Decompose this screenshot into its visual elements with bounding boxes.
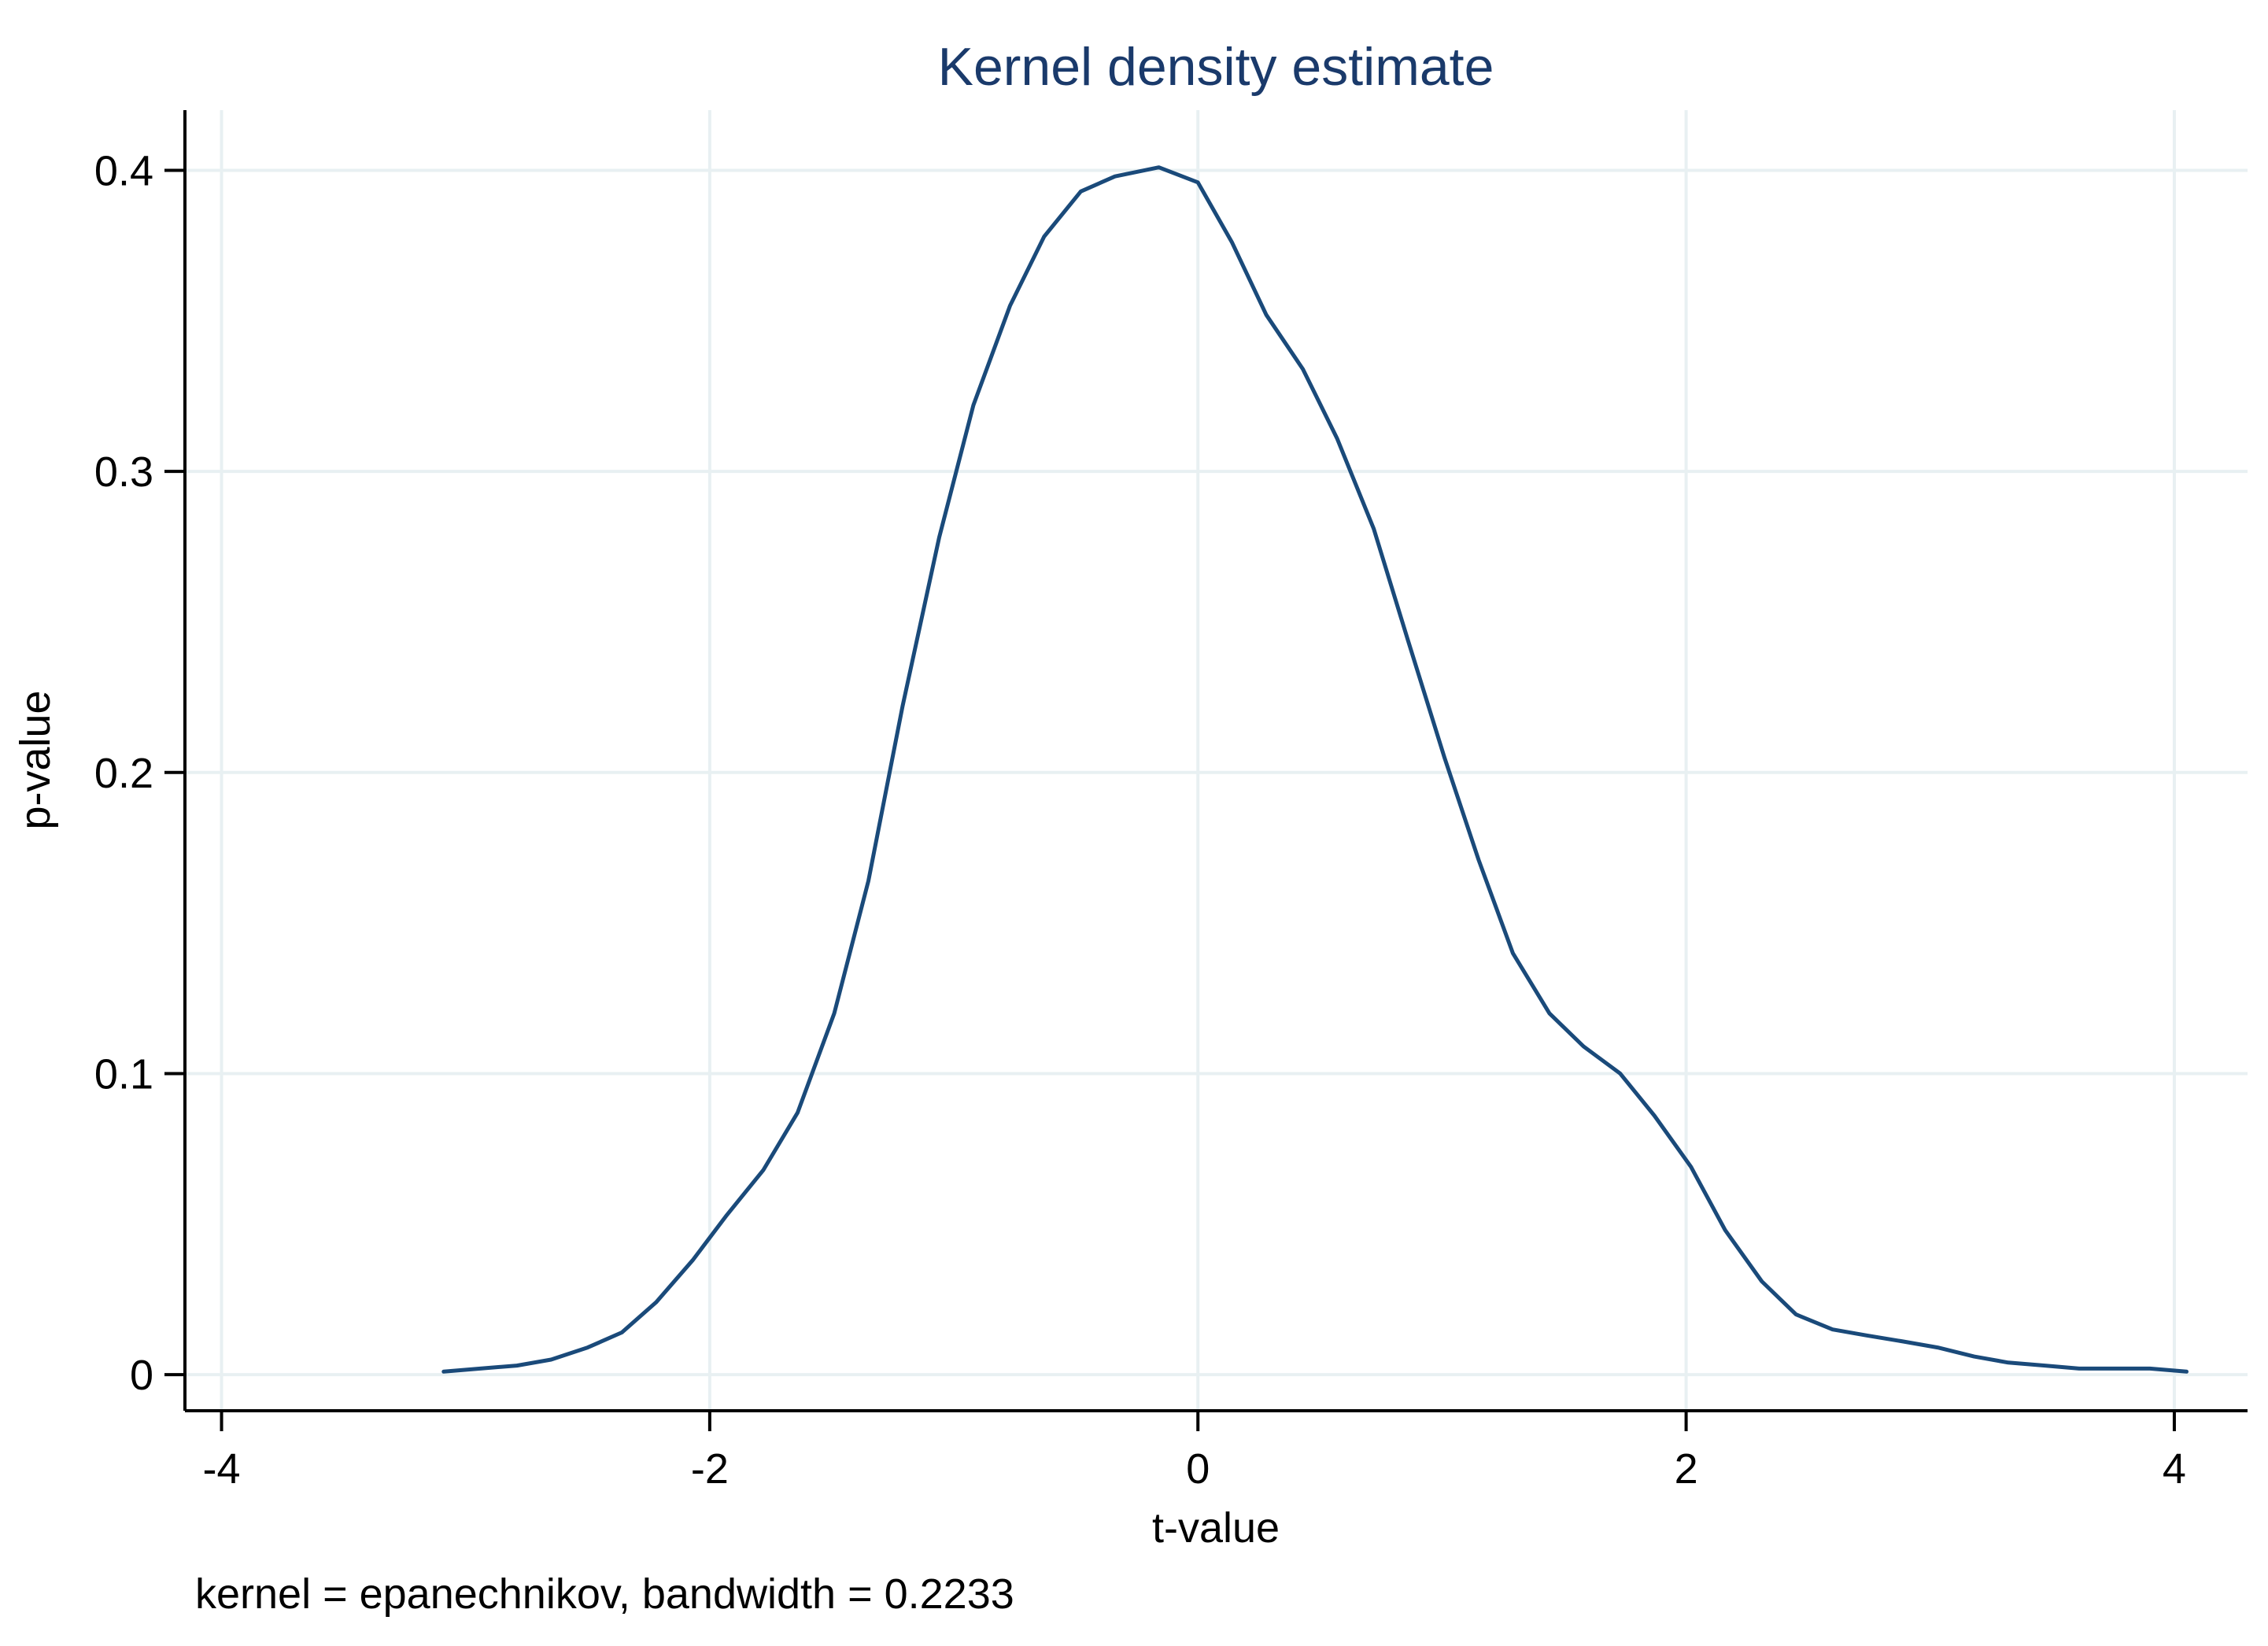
y-tick-label: 0.2 (94, 750, 153, 797)
y-tick-label: 0 (130, 1352, 153, 1399)
x-axis-title: t-value (1152, 1504, 1280, 1552)
y-tick-label: 0.3 (94, 448, 153, 496)
chart-title: Kernel density estimate (938, 37, 1494, 97)
axes (164, 110, 2248, 1431)
x-tick-label: -2 (691, 1445, 729, 1493)
y-tick-label: 0.1 (94, 1050, 153, 1098)
x-tick-label: -4 (203, 1445, 241, 1493)
tick-labels: 0 0.1 0.2 0.3 0.4 -4 -2 0 2 4 (94, 148, 2186, 1493)
density-series (441, 165, 2189, 1374)
x-tick-label: 0 (1186, 1445, 1210, 1493)
y-axis-title: p-value (12, 690, 59, 829)
grid-lines (185, 110, 2248, 1411)
kernel-note: kernel = epanechnikov, bandwidth = 0.223… (195, 1570, 1014, 1618)
y-tick-label: 0.4 (94, 148, 153, 195)
x-tick-label: 2 (1675, 1445, 1698, 1493)
density-line (441, 165, 2189, 1374)
x-tick-label: 4 (2163, 1445, 2186, 1493)
